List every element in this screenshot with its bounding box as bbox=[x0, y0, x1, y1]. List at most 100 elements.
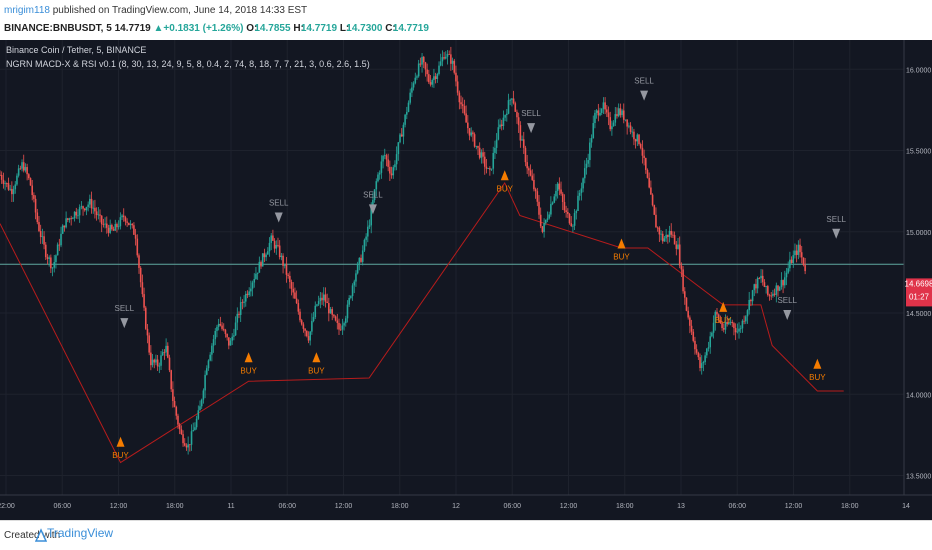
candle-body bbox=[665, 234, 667, 239]
candle-body bbox=[38, 222, 40, 232]
candle-body bbox=[490, 168, 493, 170]
candle-body bbox=[150, 352, 152, 366]
candle-body bbox=[468, 128, 471, 136]
author-link[interactable]: mrigim118 bbox=[4, 5, 50, 16]
candle-body bbox=[133, 225, 135, 235]
candle-body bbox=[760, 275, 762, 279]
candle-body bbox=[617, 108, 620, 117]
candle-body bbox=[83, 208, 86, 211]
candle-body bbox=[677, 244, 679, 249]
candle-body bbox=[753, 284, 756, 291]
candle-body bbox=[116, 224, 118, 228]
candle-body bbox=[582, 178, 584, 189]
candle-body bbox=[267, 251, 269, 255]
candle-body bbox=[175, 406, 178, 416]
candle-body bbox=[487, 168, 489, 170]
candle-body bbox=[683, 291, 686, 298]
candle-body bbox=[350, 296, 352, 298]
candle-body bbox=[180, 429, 183, 435]
tradingview-logo-icon bbox=[35, 528, 47, 542]
candle-body bbox=[226, 333, 228, 338]
price-axis[interactable] bbox=[904, 40, 932, 495]
candle-body bbox=[87, 204, 89, 207]
buy-label: BUY bbox=[613, 253, 630, 262]
tradingview-brand[interactable]: TradingView bbox=[47, 526, 114, 540]
candle-body bbox=[128, 222, 130, 225]
candle-body bbox=[685, 297, 688, 311]
candle-body bbox=[609, 117, 611, 130]
candle-body bbox=[375, 181, 378, 190]
candle-body bbox=[246, 293, 249, 296]
candle-body bbox=[587, 160, 589, 164]
candle-body bbox=[336, 320, 339, 323]
candle-body bbox=[745, 316, 747, 322]
candle-body bbox=[172, 389, 174, 402]
candle-body bbox=[695, 349, 698, 353]
candle-body bbox=[672, 234, 674, 236]
candle-body bbox=[722, 328, 725, 330]
buy-label: BUY bbox=[809, 373, 826, 382]
x-tick-label: 11 bbox=[227, 503, 234, 510]
y-tick-label: 14.0000 bbox=[906, 392, 931, 399]
buy-marker-icon bbox=[719, 301, 728, 312]
candle-body bbox=[216, 326, 218, 331]
candle-body bbox=[358, 257, 361, 264]
candle-body bbox=[716, 311, 718, 315]
candle-body bbox=[600, 108, 603, 113]
candle-body bbox=[285, 263, 288, 275]
candle-body bbox=[611, 126, 613, 130]
candle-body bbox=[261, 253, 264, 267]
candle-body bbox=[728, 322, 730, 325]
candle-body bbox=[450, 54, 452, 64]
candle-body bbox=[111, 224, 113, 230]
candle-body bbox=[431, 80, 434, 85]
candle-body bbox=[650, 187, 652, 195]
candle-body bbox=[670, 230, 673, 235]
candle-body bbox=[263, 253, 266, 258]
chart-area[interactable]: SELL SELL SELL SELL SELL SELL SELL BUY BUY BUY BUY… bbox=[0, 40, 932, 520]
candle-body bbox=[606, 109, 608, 113]
price-chart[interactable]: SELL SELL SELL SELL SELL SELL SELL BUY BUY BUY BUY… bbox=[0, 40, 932, 520]
sell-label: SELL bbox=[363, 190, 383, 199]
publish-line: mrigim118 published on TradingView.com, … bbox=[4, 5, 307, 17]
x-tick-label: 18:00 bbox=[391, 503, 409, 510]
open-label: O: bbox=[246, 23, 258, 34]
candle-body bbox=[289, 275, 291, 282]
candle-body bbox=[653, 205, 656, 215]
candle-body bbox=[702, 362, 705, 364]
candle-body bbox=[794, 250, 796, 256]
candle-body bbox=[436, 73, 439, 80]
candle-body bbox=[483, 156, 486, 167]
candle-body bbox=[155, 359, 157, 363]
candle-body bbox=[144, 307, 147, 329]
candle-body bbox=[311, 321, 313, 332]
candle-body bbox=[338, 322, 340, 330]
x-axis-ticks: 22:00 06:00 12:00 18:00 11 06:00 12:00 18:00 12 0… bbox=[0, 503, 910, 510]
candle-body bbox=[629, 125, 632, 132]
candle-body bbox=[19, 168, 22, 170]
candle-body bbox=[190, 431, 193, 445]
candle-body bbox=[651, 194, 654, 206]
candle-body bbox=[751, 290, 754, 302]
candle-body bbox=[314, 305, 317, 318]
candle-body bbox=[795, 250, 798, 255]
candle-body bbox=[243, 301, 245, 303]
price-tag-box bbox=[906, 278, 932, 307]
candle-body bbox=[361, 250, 364, 262]
candle-body bbox=[383, 155, 386, 157]
candle-body bbox=[36, 212, 39, 223]
candle-body bbox=[506, 113, 508, 116]
candle-body bbox=[221, 325, 223, 329]
candle-body bbox=[199, 406, 201, 411]
candle-body bbox=[248, 291, 250, 296]
candle-body bbox=[114, 224, 117, 231]
candle-body bbox=[712, 322, 715, 333]
candle-body bbox=[322, 294, 325, 301]
candle-body bbox=[560, 189, 562, 194]
candle-body bbox=[697, 352, 700, 358]
candle-body bbox=[763, 282, 766, 287]
change-text: +0.1831 (+1.26%) bbox=[163, 23, 244, 34]
candle-body bbox=[368, 225, 371, 227]
candle-body bbox=[758, 277, 761, 279]
buy-label: BUY bbox=[715, 316, 732, 325]
